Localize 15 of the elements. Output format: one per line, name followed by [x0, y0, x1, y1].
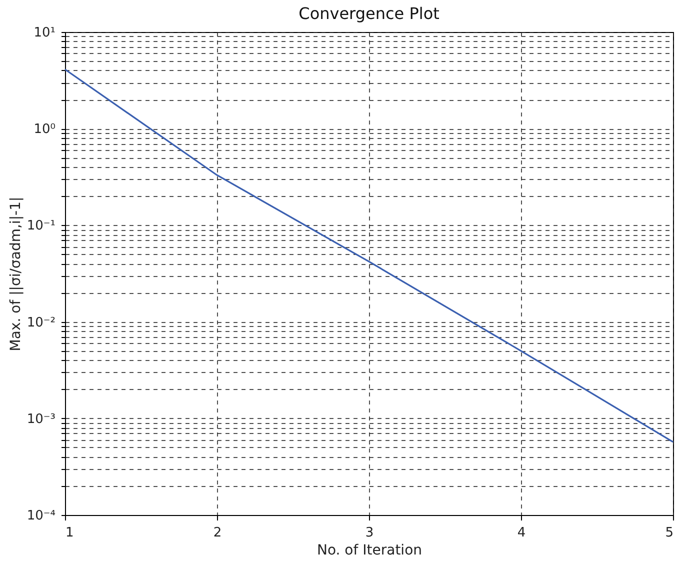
x-tick-label: 4: [517, 526, 526, 540]
y-tick-label: 10⁻⁴: [26, 508, 56, 524]
chart-title: Convergence Plot: [298, 4, 440, 23]
x-tick-label: 1: [66, 526, 74, 540]
y-tick-label: 10⁻²: [26, 315, 56, 330]
line-series: [64, 68, 674, 443]
y-axis-title: Max. of ||σi/σadm,i|-1|: [8, 196, 24, 352]
y-tick-label: 10¹: [34, 26, 56, 40]
y-tick-label: 10⁻¹: [26, 218, 56, 234]
x-tick-label: 5: [665, 526, 674, 540]
x-tick-label: 2: [213, 526, 222, 540]
x-axis-title: No. of Iteration: [316, 542, 422, 558]
x-tick-label: 3: [365, 526, 374, 540]
y-tick-label: 10⁰: [34, 122, 56, 138]
y-tick-label: 10⁻³: [26, 412, 56, 427]
